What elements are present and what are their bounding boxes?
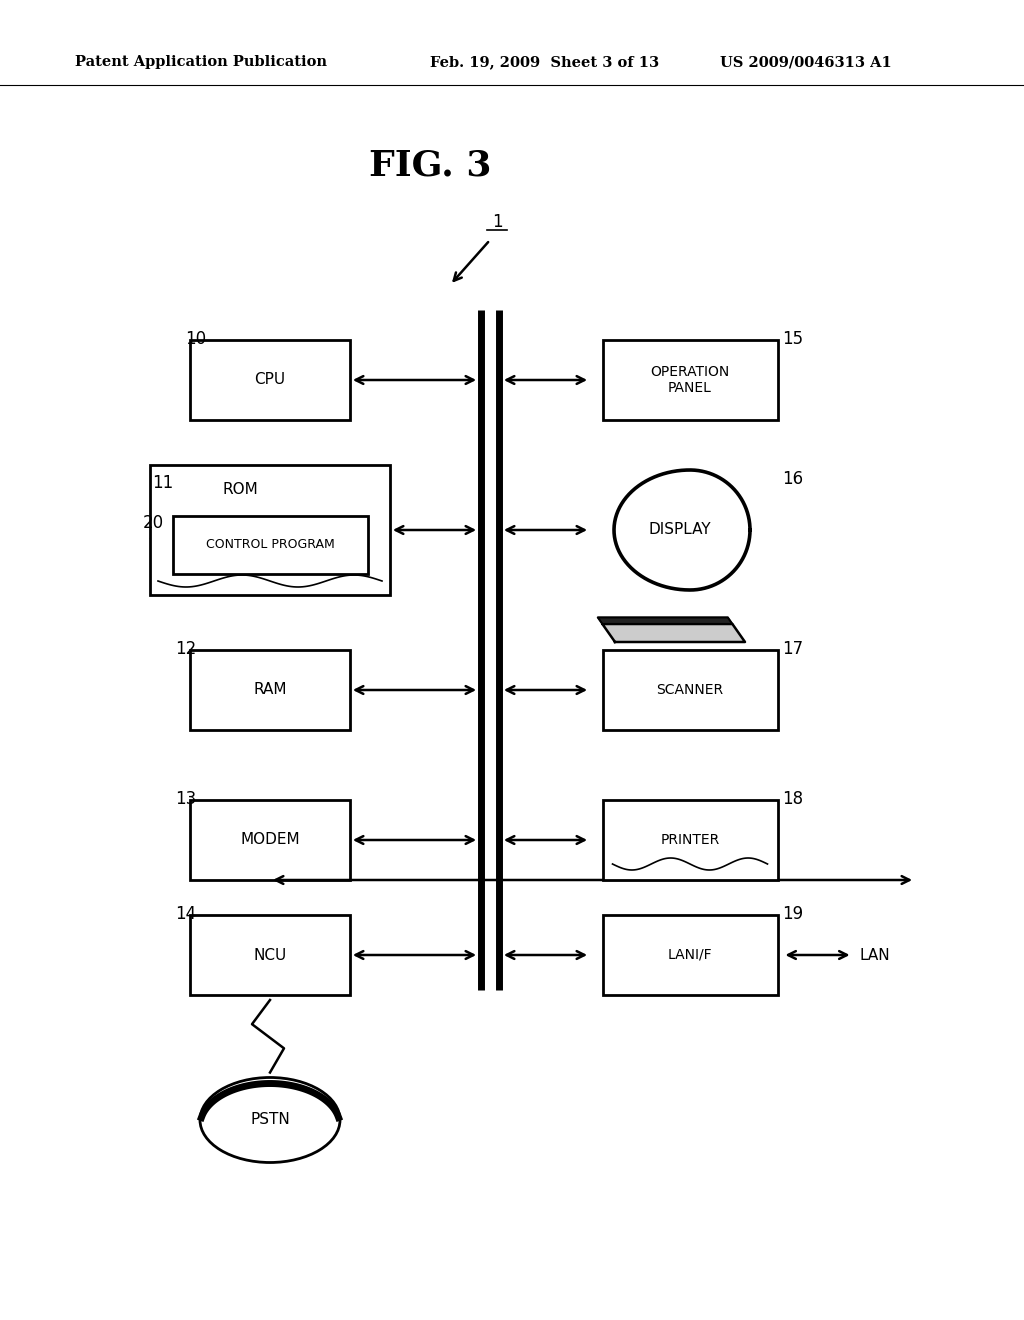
Text: 17: 17 bbox=[782, 640, 803, 657]
Polygon shape bbox=[598, 618, 732, 624]
Text: PRINTER: PRINTER bbox=[660, 833, 720, 847]
Text: FIG. 3: FIG. 3 bbox=[369, 148, 492, 182]
Polygon shape bbox=[614, 470, 750, 590]
Bar bbox=[172, 516, 368, 574]
Text: 20: 20 bbox=[143, 513, 164, 532]
Text: 16: 16 bbox=[782, 470, 803, 488]
Ellipse shape bbox=[200, 1077, 340, 1163]
Text: Patent Application Publication: Patent Application Publication bbox=[75, 55, 327, 69]
Text: CPU: CPU bbox=[254, 372, 286, 388]
Text: MODEM: MODEM bbox=[241, 833, 300, 847]
Bar bbox=[190, 800, 350, 880]
Text: DISPLAY: DISPLAY bbox=[648, 523, 712, 537]
Bar bbox=[150, 465, 390, 595]
Bar bbox=[602, 915, 777, 995]
Text: PSTN: PSTN bbox=[250, 1113, 290, 1127]
Text: LANI/F: LANI/F bbox=[668, 948, 713, 962]
Text: 15: 15 bbox=[782, 330, 803, 348]
Polygon shape bbox=[602, 624, 745, 642]
Text: 14: 14 bbox=[175, 906, 197, 923]
Text: LAN: LAN bbox=[859, 948, 890, 962]
Text: US 2009/0046313 A1: US 2009/0046313 A1 bbox=[720, 55, 892, 69]
Bar bbox=[190, 649, 350, 730]
Bar bbox=[190, 341, 350, 420]
Text: 18: 18 bbox=[782, 789, 803, 808]
Text: 11: 11 bbox=[152, 474, 173, 492]
Text: RAM: RAM bbox=[253, 682, 287, 697]
Text: 13: 13 bbox=[175, 789, 197, 808]
Text: CONTROL PROGRAM: CONTROL PROGRAM bbox=[206, 539, 335, 552]
Text: 12: 12 bbox=[175, 640, 197, 657]
Bar bbox=[602, 341, 777, 420]
Bar bbox=[602, 649, 777, 730]
Text: 10: 10 bbox=[185, 330, 206, 348]
Text: NCU: NCU bbox=[253, 948, 287, 962]
Bar bbox=[190, 915, 350, 995]
Text: SCANNER: SCANNER bbox=[656, 682, 724, 697]
Text: ROM: ROM bbox=[222, 483, 258, 498]
Text: 19: 19 bbox=[782, 906, 803, 923]
Text: 1: 1 bbox=[492, 213, 503, 231]
Bar bbox=[602, 800, 777, 880]
Text: Feb. 19, 2009  Sheet 3 of 13: Feb. 19, 2009 Sheet 3 of 13 bbox=[430, 55, 659, 69]
Text: OPERATION
PANEL: OPERATION PANEL bbox=[650, 364, 730, 395]
